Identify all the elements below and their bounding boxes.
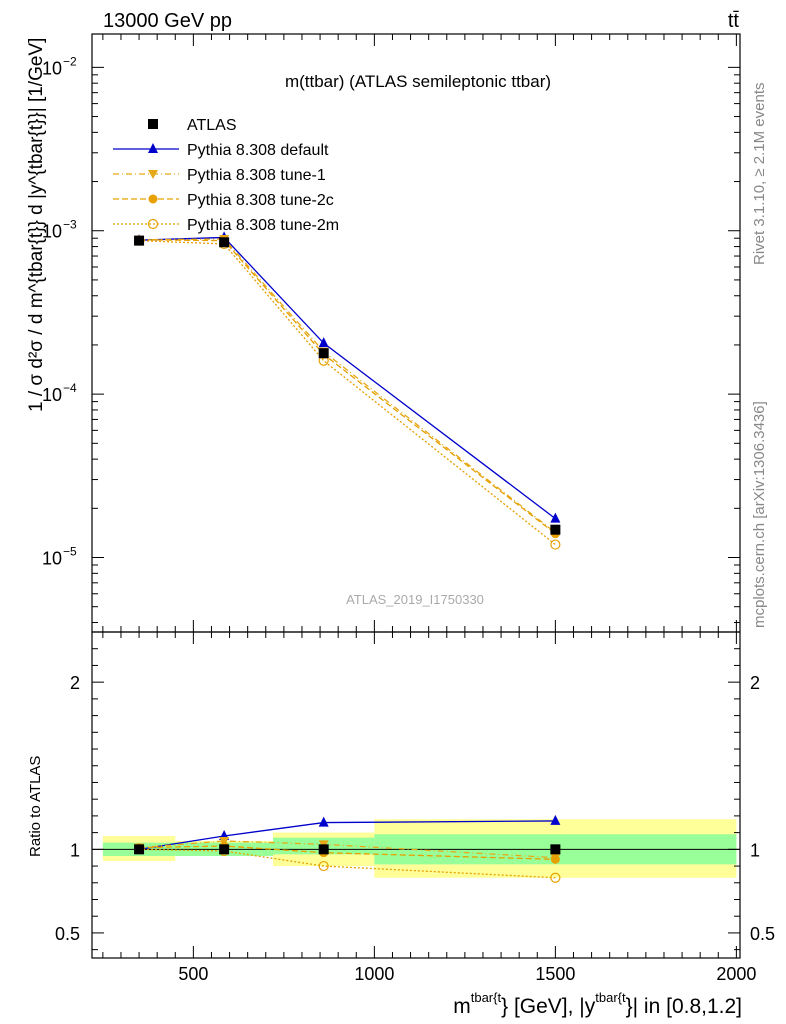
ratio-point [219,844,230,855]
series-line [139,239,556,535]
mcplots-credit-text: mcplots.cern.ch [arXiv:1306.3436] [751,401,768,628]
ratio-series-line [139,848,556,879]
ratio-series-line [139,845,556,861]
ratio-series-line [138,820,556,850]
legend-entry: ATLAS [187,117,237,134]
legend-marker [147,218,159,230]
rivet-version-text: Rivet 3.1.10, ≥ 2.1M events [751,83,768,266]
x-axis-label-sup1: tbar{t [471,990,502,1005]
main-y-tick-label: 10 [42,58,62,78]
x-axis-label-tail: }| in [0.8,1.2] [626,995,742,1018]
plot-title: m(ttbar) (ATLAS semileptonic ttbar) [285,72,551,91]
ratio-y-tick-label: 1 [70,840,80,860]
ratio-point [550,844,561,855]
main-y-tick-exponent: −3 [63,218,77,232]
x-axis-label-mid: } [GeV], |y [501,995,596,1018]
legend-entry: Pythia 8.308 default [187,142,329,159]
data-point [318,348,329,359]
main-y-tick-label: 10 [42,385,62,405]
header-left: 13000 GeV pp [103,10,232,32]
x-tick-label: 2000 [716,964,756,984]
data-point [550,524,561,535]
data-point [219,237,230,248]
series-line [139,236,556,520]
ratio-frame [91,631,741,959]
x-axis-label: mtbar{t} [GeV], |ytbar{t}| in [0.8,1.2] [453,990,742,1018]
x-axis-label-base: m [453,995,471,1018]
x-tick-label: 500 [178,964,208,984]
ratio-panel: 500 1000 1500 2000 0.5 0.5 1 1 2 2 [55,631,775,984]
ratio-point [219,836,230,846]
x-tick-label: 1000 [354,964,394,984]
legend-marker [148,194,158,204]
main-y-tick-exponent: −5 [63,545,77,559]
main-y-tick-label: 10 [42,549,62,569]
legend-marker [148,143,158,153]
header-right: tt̄ [728,10,740,32]
main-y-tick-exponent: −2 [63,54,77,68]
ratio-y-tick-label-right: 2 [750,673,760,693]
main-y-axis-label: 1 / σ d²σ / d m^{tbar{t}} d |y^{tbar{t}}… [26,38,47,412]
ratio-point [550,854,560,864]
analysis-watermark: ATLAS_2019_I1750330 [346,592,484,607]
series-line [139,239,556,546]
data-point [134,235,145,246]
ratio-y-tick-label: 2 [70,673,80,693]
data-point [550,539,561,550]
ratio-point [318,816,329,827]
ratio-y-tick-label-right: 1 [750,840,760,860]
ratio-point [318,844,329,855]
x-axis-label-sup2: tbar{t [595,990,626,1005]
legend-entry: Pythia 8.308 tune-2c [187,192,334,209]
x-tick-label: 1500 [535,964,575,984]
legend-marker [148,119,158,129]
main-y-tick-label: 10 [42,222,62,242]
legend: ATLAS Pythia 8.308 default Pythia 8.308 tu… [113,117,339,234]
legend-entry: Pythia 8.308 tune-2m [187,217,339,234]
legend-marker [148,170,158,179]
ratio-point [134,844,145,855]
series-line [139,238,556,534]
ratio-point [550,872,561,883]
legend-entry: Pythia 8.308 tune-1 [187,167,326,184]
ratio-y-tick-label-right: 0.5 [750,924,775,944]
ratio-series-line [139,840,556,859]
ratio-point [318,860,329,872]
main-y-tick-exponent: −4 [63,381,77,395]
ratio-point [550,814,561,825]
ratio-y-axis-label: Ratio to ATLAS [27,756,44,857]
data-point [550,512,561,523]
main-panel: 10−510−410−310−2 [42,33,741,633]
data-point [318,337,329,348]
ratio-y-tick-label: 0.5 [55,924,80,944]
